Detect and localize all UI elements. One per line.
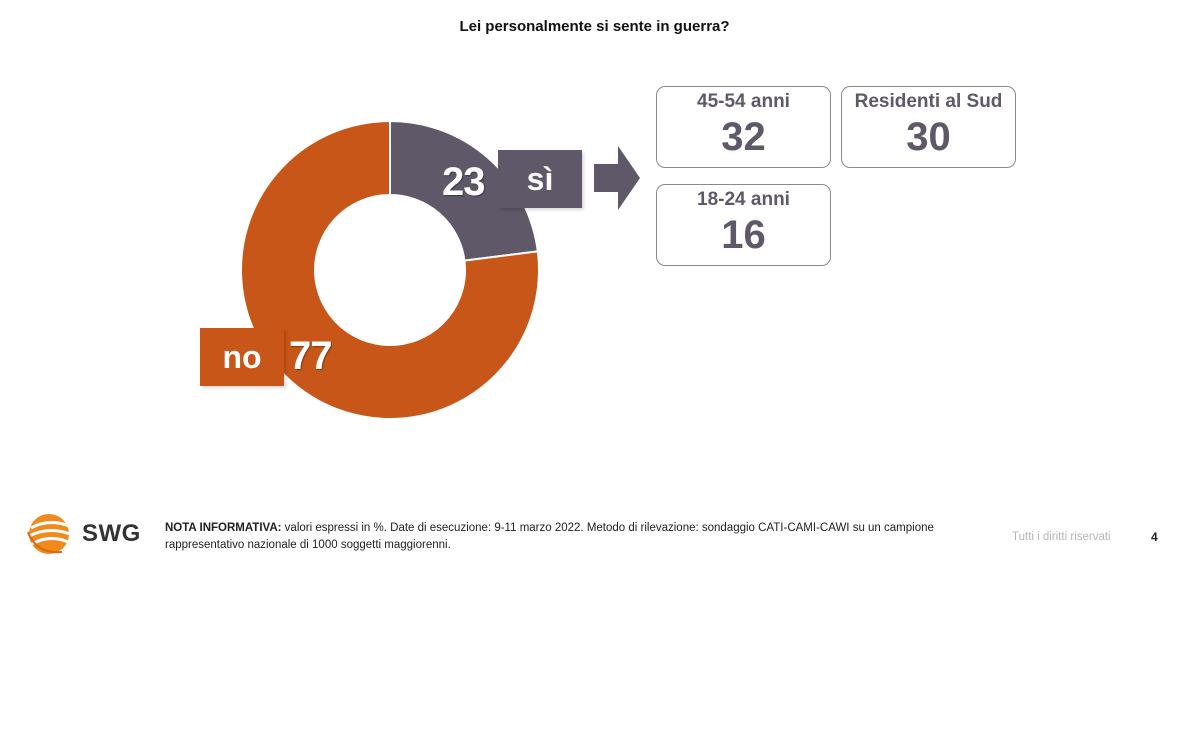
note-label: NOTA INFORMATIVA: [165,522,282,534]
breakdown-box-18-24: 18-24 anni 16 [656,184,831,266]
no-value-label: 77 [289,334,332,378]
arrow-right-icon [594,146,640,210]
breakdown-label: 18-24 anni [697,189,790,210]
donut-slice-no [240,119,540,420]
swg-globe-icon [27,514,71,554]
breakdown-label: Residenti al Sud [854,91,1003,112]
breakdown-box-residenti-sud: Residenti al Sud 30 [841,86,1016,168]
rights-text: Tutti i diritti riservati [1012,531,1111,543]
breakdown-value: 30 [906,115,951,159]
breakdown-value: 32 [721,115,766,159]
breakdown-box-45-54: 45-54 anni 32 [656,86,831,168]
si-value-label: 23 [442,160,485,204]
note-text: valori espressi in %. Date di esecuzione… [165,522,934,551]
no-tag: no [200,328,284,386]
breakdown-value: 16 [721,213,766,257]
breakdown-label: 45-54 anni [697,91,790,112]
logo-text: SWG [82,520,141,547]
footer-note: NOTA INFORMATIVA: valori espressi in %. … [165,520,995,554]
page-number: 4 [1151,530,1158,544]
si-tag: sì [498,150,582,208]
donut-slice-si [389,119,539,262]
swg-logo: SWG [26,510,144,558]
chart-title: Lei personalmente si sente in guerra? [459,18,730,35]
